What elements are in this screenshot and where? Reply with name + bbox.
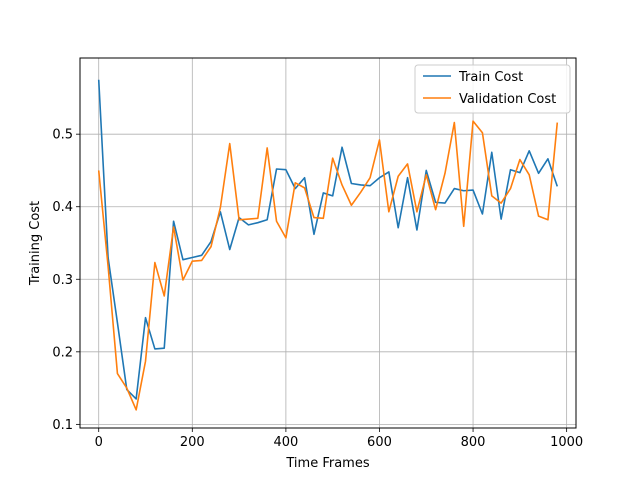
x-tick-label: 0	[95, 435, 103, 450]
x-tick-label: 1000	[550, 435, 583, 450]
x-tick-label: 200	[180, 435, 205, 450]
series-group	[97, 79, 559, 411]
legend: Train Cost Validation Cost	[414, 64, 571, 114]
legend-box	[414, 64, 571, 114]
train-cost-line	[97, 79, 559, 400]
legend-label-train-cost: Train Cost	[458, 70, 523, 85]
y-axis: 0.1 0.2 0.3 0.4 0.5	[52, 128, 80, 433]
y-tick-label: 0.3	[52, 273, 73, 288]
validation-cost-line	[97, 120, 559, 411]
plot-frame	[79, 57, 577, 429]
y-tick-label: 0.2	[52, 345, 73, 360]
grid	[80, 58, 576, 428]
y-tick-label: 0.1	[52, 418, 73, 433]
y-tick-label: 0.4	[52, 200, 73, 215]
legend-label-validation-cost: Validation Cost	[459, 92, 556, 107]
x-axis: 0 200 400 600 800 1000	[95, 428, 583, 450]
y-tick-label: 0.5	[52, 128, 73, 143]
x-tick-label: 600	[367, 435, 392, 450]
x-axis-label: Time Frames	[285, 456, 369, 471]
x-tick-label: 800	[461, 435, 486, 450]
x-tick-label: 400	[273, 435, 298, 450]
y-axis-label: Training Cost	[28, 201, 43, 286]
